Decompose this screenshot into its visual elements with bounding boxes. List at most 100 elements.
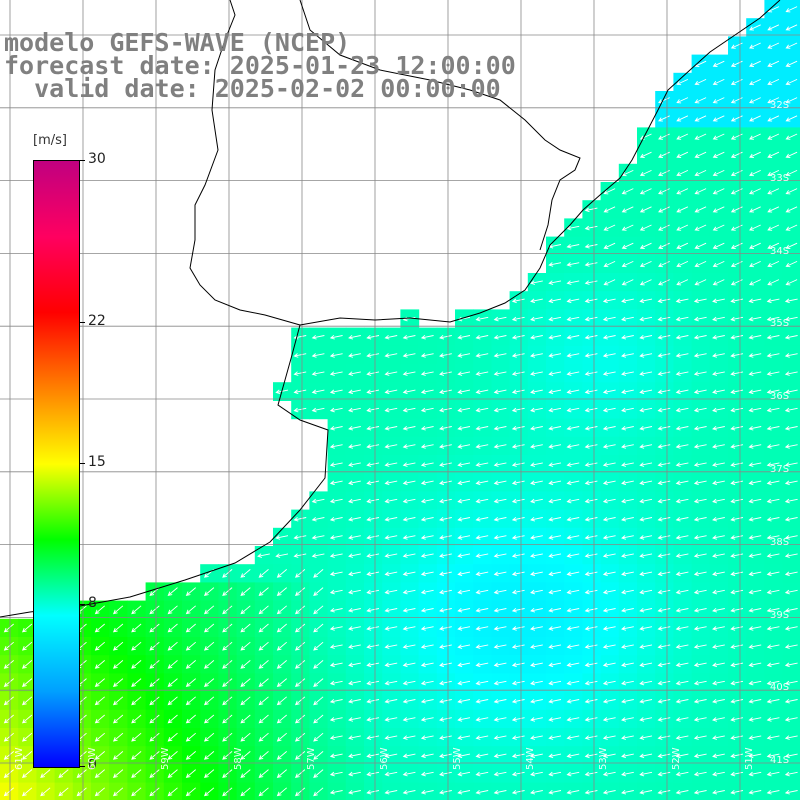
wind-arrow	[240, 751, 251, 760]
wind-arrow	[475, 425, 489, 431]
wind-arrow	[475, 462, 489, 467]
wind-arrow	[313, 751, 324, 760]
wind-arrow	[712, 260, 725, 268]
wind-arrow	[639, 735, 653, 740]
wind-arrow	[294, 623, 306, 633]
wind-arrow	[384, 753, 398, 759]
wind-arrow	[329, 717, 343, 722]
wind-arrow	[639, 206, 652, 213]
wind-arrow	[603, 279, 616, 286]
wind-arrow	[384, 516, 398, 522]
wind-arrow	[639, 480, 653, 486]
wind-arrow	[657, 480, 671, 486]
wind-arrow	[240, 605, 251, 615]
wind-arrow	[366, 735, 380, 740]
wind-arrow	[313, 678, 324, 688]
wind-arrow	[584, 425, 598, 431]
wind-arrow	[675, 371, 689, 376]
wind-arrow	[530, 571, 543, 577]
wind-arrow	[457, 644, 471, 649]
wind-arrow	[621, 389, 634, 395]
wind-arrow	[420, 516, 434, 522]
wind-arrow	[639, 644, 653, 649]
wind-arrow	[313, 769, 324, 779]
wind-arrow	[329, 644, 343, 649]
wind-arrow	[149, 660, 160, 669]
wind-arrow	[475, 516, 489, 522]
wind-arrow	[548, 480, 562, 486]
wind-arrow	[21, 732, 33, 742]
wind-arrow	[439, 662, 452, 668]
wind-arrow	[602, 425, 616, 431]
wind-arrow	[785, 115, 798, 122]
wind-arrow	[603, 260, 616, 268]
wind-arrow	[294, 769, 306, 779]
wind-arrow	[313, 732, 324, 742]
longitude-label: 55W	[452, 747, 463, 770]
wind-arrow	[730, 389, 744, 395]
wind-arrow	[167, 732, 178, 742]
wind-arrow	[258, 623, 269, 633]
wind-arrow	[420, 717, 434, 722]
wind-arrow	[748, 407, 762, 413]
wind-arrow	[566, 717, 580, 722]
wind-arrow	[675, 353, 689, 358]
wind-arrow	[675, 717, 689, 722]
wind-arrow	[548, 316, 562, 322]
wind-arrow	[348, 371, 361, 376]
model-title: modelo GEFS-WAVE (NCEP)	[4, 28, 351, 57]
wind-arrow	[657, 698, 671, 704]
wind-arrow	[493, 389, 507, 395]
wind-arrow	[712, 480, 725, 486]
wind-arrow	[657, 498, 671, 504]
wind-arrow	[384, 717, 398, 722]
wind-arrow	[693, 407, 707, 413]
wind-arrow	[402, 589, 416, 595]
wind-arrow	[548, 407, 562, 413]
wind-arrow	[566, 444, 580, 449]
wind-arrow	[730, 698, 744, 704]
wind-arrow	[693, 480, 707, 486]
wind-arrow	[584, 480, 598, 486]
wind-arrow	[766, 316, 780, 322]
wind-arrow	[530, 480, 543, 486]
wind-arrow	[439, 607, 452, 613]
wind-arrow	[511, 753, 525, 759]
wind-arrow	[167, 623, 178, 633]
latitude-label: 33S	[770, 172, 790, 184]
wind-arrow	[566, 553, 580, 558]
wind-arrow	[457, 698, 471, 704]
wind-arrow	[712, 371, 725, 376]
wind-arrow	[131, 732, 142, 742]
wind-arrow	[94, 605, 105, 615]
wind-arrow	[294, 732, 306, 742]
wind-arrow	[748, 425, 762, 431]
wind-arrow	[112, 787, 124, 797]
wind-arrow	[511, 571, 525, 577]
wind-arrow	[329, 498, 343, 504]
wind-arrow	[493, 698, 507, 704]
longitude-label: 57W	[306, 747, 317, 770]
wind-arrow	[675, 389, 689, 395]
wind-arrow	[439, 407, 452, 413]
wind-arrow	[475, 498, 489, 504]
wind-arrow	[149, 787, 160, 797]
wind-arrow	[639, 571, 653, 577]
wind-arrow	[366, 717, 380, 722]
wind-arrow	[748, 353, 762, 358]
wind-arrow	[730, 97, 743, 104]
wind-arrow	[530, 462, 543, 467]
wind-arrow	[766, 516, 780, 522]
wind-arrow	[203, 641, 215, 651]
wind-arrow	[566, 698, 580, 704]
colorbar-tick-label: 30	[88, 151, 106, 167]
colorbar-tick-mark	[79, 321, 85, 323]
wind-arrow	[602, 717, 616, 722]
wind-arrow	[530, 589, 543, 595]
wind-arrow	[784, 589, 798, 595]
wind-arrow	[784, 353, 798, 358]
wind-arrow	[621, 571, 634, 577]
wind-arrow	[639, 771, 653, 777]
wind-arrow	[258, 769, 269, 779]
wind-arrow	[748, 662, 762, 668]
